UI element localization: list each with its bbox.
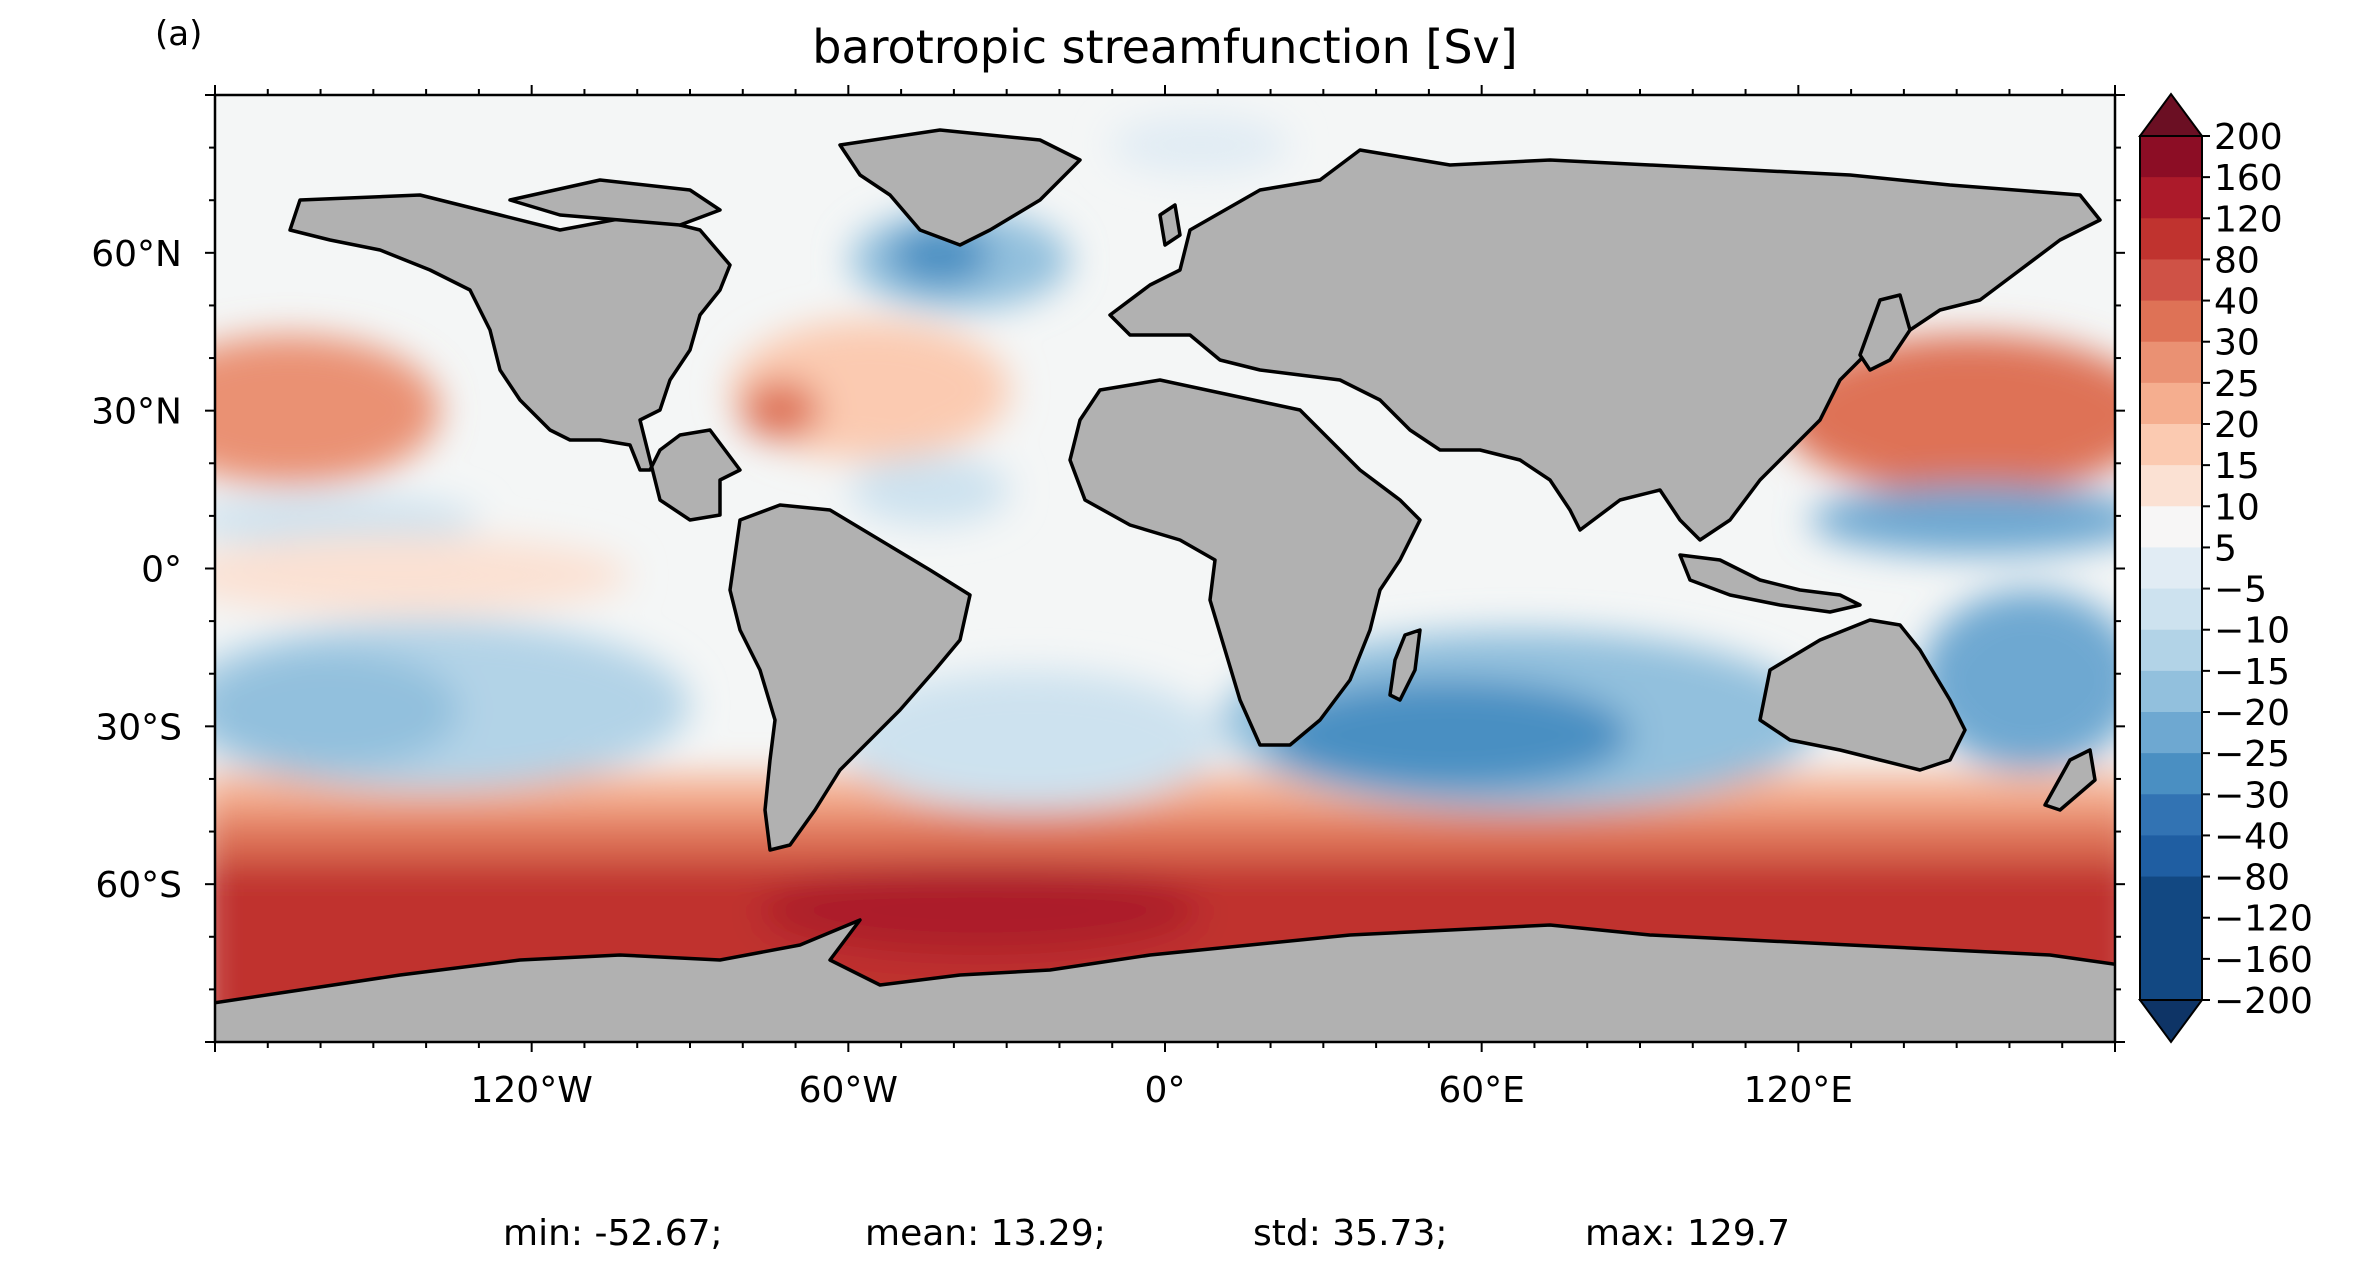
australia <box>1758 618 1967 772</box>
y-axis: 60°N 30°N 0° 30°S 60°S <box>91 94 2125 1043</box>
colorbar-label: −200 <box>2214 981 2313 1022</box>
colorbar-bin <box>2140 547 2202 590</box>
panel-label: (a) <box>155 14 202 54</box>
colorbar-bin <box>2140 712 2202 754</box>
colorbar-label: −20 <box>2214 693 2290 734</box>
colorbar-extend-top <box>2138 92 2204 137</box>
colorbar-bin <box>2140 670 2202 713</box>
colorbar-extend-bottom <box>2138 999 2204 1044</box>
equatorial-pacific-band <box>215 535 630 615</box>
colorbar-bin <box>2140 300 2202 343</box>
colorbar-label: 120 <box>2214 199 2283 240</box>
y-tick-label: 60°S <box>95 865 182 906</box>
south-atlantic-gyre <box>840 670 1220 810</box>
japan <box>1858 293 1912 372</box>
colorbar-label: −40 <box>2214 816 2290 857</box>
stat-max: max: 129.7 <box>1585 1213 1790 1254</box>
colorbar-label: −5 <box>2214 570 2267 611</box>
colorbar-bin <box>2140 465 2202 507</box>
colorbar-bin <box>2140 177 2202 219</box>
north-pacific-gyre-east <box>215 335 440 485</box>
madagascar <box>1388 628 1422 702</box>
colorbar-label: 10 <box>2214 487 2260 528</box>
x-tick-label: 60°W <box>799 1070 898 1111</box>
south-america <box>728 503 972 852</box>
colorbar-label: −160 <box>2214 940 2313 981</box>
colorbar-bin <box>2140 753 2202 795</box>
north-pacific-gyre-west <box>1780 335 2115 495</box>
eurasia <box>1108 148 2102 542</box>
canada-north <box>508 178 722 227</box>
colorbar-label: −10 <box>2214 611 2290 652</box>
y-tick-label: 60°N <box>91 234 182 275</box>
tropical-atlantic <box>850 455 1010 525</box>
streamfunction-field <box>215 115 2115 1042</box>
colorbar-bin <box>2140 917 2202 960</box>
map-area <box>215 95 2115 1042</box>
new-zealand <box>2043 748 2097 812</box>
x-tick-label: 120°W <box>471 1070 593 1111</box>
colorbar-bin <box>2140 424 2202 466</box>
colorbar-bin <box>2140 958 2202 1001</box>
arctic-region <box>1110 115 1290 175</box>
north-america <box>288 193 742 522</box>
colorbar-bin <box>2140 506 2202 548</box>
acc-core <box>760 865 1200 955</box>
colorbar-label: 20 <box>2214 405 2260 446</box>
colorbar-label: 40 <box>2214 282 2260 323</box>
colorbar: 200160120804030252015105−5−10−15−20−25−3… <box>2138 92 2313 1044</box>
x-tick-label: 60°E <box>1438 1070 1525 1111</box>
stat-mean: mean: 13.29; <box>865 1213 1106 1254</box>
colorbar-label: 5 <box>2214 528 2237 569</box>
colorbar-label: 200 <box>2214 117 2283 158</box>
antarctica <box>215 918 2115 1042</box>
colorbar-bin <box>2140 629 2202 672</box>
colorbar-label: −15 <box>2214 652 2290 693</box>
map-title: barotropic streamfunction [Sv] <box>812 20 1517 74</box>
colorbar-bin <box>2140 259 2202 302</box>
stat-min: min: -52.67; <box>503 1213 723 1254</box>
colorbar-bin <box>2140 588 2202 631</box>
colorbar-label: 80 <box>2214 240 2260 281</box>
south-pacific-gyre-core <box>215 650 460 770</box>
north-pacific-tropical-band <box>1810 485 2115 555</box>
east-pacific-band <box>215 495 480 545</box>
uk <box>1158 203 1182 247</box>
greenland <box>838 128 1082 247</box>
colorbar-bin <box>2140 341 2202 384</box>
indonesia <box>1678 553 1862 614</box>
colorbar-bin <box>2140 218 2202 260</box>
colorbar-label: 15 <box>2214 446 2260 487</box>
statistics-line: min: -52.67; mean: 13.29; std: 35.73; ma… <box>503 1213 1790 1254</box>
colorbar-label: −30 <box>2214 775 2290 816</box>
colorbar-bin <box>2140 876 2202 919</box>
y-tick-label: 0° <box>141 550 182 591</box>
colorbar-label: −80 <box>2214 858 2290 899</box>
africa <box>1068 378 1422 747</box>
colorbar-label: 30 <box>2214 323 2260 364</box>
x-axis: 120°W 60°W 0° 60°E 120°E <box>214 85 2116 1111</box>
indian-ocean-gyre-core <box>1270 680 1630 790</box>
tasman-region <box>1920 590 2115 770</box>
colorbar-bin <box>2140 835 2202 878</box>
colorbar-label: 160 <box>2214 158 2283 199</box>
colorbar-label: −120 <box>2214 899 2313 940</box>
x-tick-label: 120°E <box>1744 1070 1853 1111</box>
y-tick-label: 30°N <box>91 392 182 433</box>
colorbar-bin <box>2140 794 2202 836</box>
x-tick-label: 0° <box>1145 1070 1186 1111</box>
gulf-stream-core <box>740 380 820 440</box>
landmasses <box>215 128 2115 1042</box>
colorbar-label: −25 <box>2214 734 2290 775</box>
colorbar-label: 25 <box>2214 364 2260 405</box>
colorbar-frame <box>2139 135 2203 1001</box>
colorbar-bin <box>2140 136 2202 178</box>
y-tick-label: 30°S <box>95 707 182 748</box>
stat-std: std: 35.73; <box>1253 1213 1447 1254</box>
colorbar-bin <box>2140 382 2202 425</box>
